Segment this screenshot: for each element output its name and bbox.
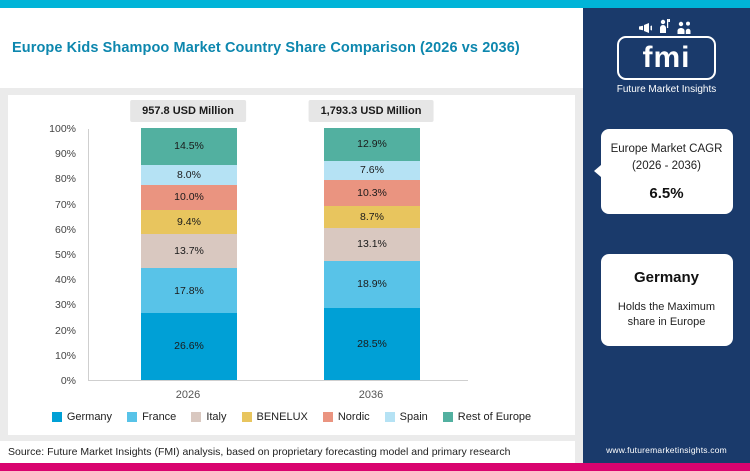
- legend: Germany France Italy BENELUX Nordic Spain Rest…: [8, 411, 575, 423]
- segment-value-label: 14.5%: [174, 140, 204, 153]
- legend-label: Rest of Europe: [457, 411, 532, 423]
- legend-item-benelux: BENELUX: [241, 411, 308, 423]
- legend-item-italy: Italy: [191, 411, 227, 423]
- y-tick-label: 10%: [54, 349, 76, 362]
- people-icon: [676, 21, 694, 34]
- spain-segment-2026: 8.0%: [141, 164, 237, 185]
- cagr-label-line1: Europe Market CAGR: [610, 143, 723, 155]
- y-tick-label: 50%: [54, 249, 76, 261]
- y-tick-label: 60%: [54, 223, 76, 236]
- highlight-country: Germany: [633, 268, 700, 286]
- bottom-accent-bar: [0, 463, 750, 471]
- logo-icons: [617, 18, 716, 34]
- italy-segment-2026: 13.7%: [141, 233, 237, 269]
- italy-segment-2036: 13.1%: [324, 227, 420, 261]
- megaphone-icon: [638, 22, 653, 34]
- segment-value-label: 13.1%: [357, 238, 387, 251]
- y-tick-label: 40%: [54, 274, 76, 287]
- y-tick-label: 20%: [54, 324, 76, 337]
- x-label-2036: 2036: [358, 389, 384, 401]
- legend-item-spain: Spain: [384, 411, 428, 423]
- cagr-label-line2: (2026 - 2036): [631, 160, 702, 173]
- cagr-value: 6.5%: [649, 184, 684, 202]
- fmi-logo-box: fmi: [616, 36, 717, 80]
- benelux-segment-2036: 8.7%: [324, 205, 420, 228]
- legend-swatch: [191, 412, 202, 422]
- germany-segment-2036: 28.5%: [324, 308, 420, 380]
- segment-value-label: 9.4%: [177, 215, 201, 228]
- segment-value-label: 13.7%: [174, 244, 204, 257]
- cagr-card: Europe Market CAGR (2026 - 2036) 6.5%: [593, 129, 733, 214]
- fmi-logo-text: fmi: [642, 41, 691, 74]
- segment-value-label: 28.5%: [357, 338, 387, 351]
- y-tick-label: 100%: [49, 123, 76, 135]
- source-note: Source: Future Market Insights (FMI) ana…: [0, 441, 575, 463]
- total-2036-badge: 1,793.3 USD Million: [308, 100, 434, 122]
- legend-label: France: [142, 411, 177, 423]
- rest-of-europe-segment-2036: 12.9%: [324, 128, 420, 161]
- segment-value-label: 26.6%: [174, 340, 204, 353]
- segment-value-label: 8.0%: [177, 168, 201, 181]
- segment-value-label: 12.9%: [357, 138, 387, 151]
- legend-item-rest-of-europe: Rest of Europe: [442, 411, 532, 423]
- y-tick-label: 0%: [60, 375, 76, 387]
- legend-label: Nordic: [337, 411, 370, 423]
- segment-value-label: 7.6%: [360, 164, 384, 177]
- nordic-segment-2026: 10.0%: [141, 184, 237, 210]
- brand-panel: fmi Future Market Insights Europe Market…: [583, 8, 750, 463]
- y-tick-label: 30%: [54, 299, 76, 312]
- france-segment-2026: 17.8%: [141, 268, 237, 313]
- total-2026-badge: 957.8 USD Million: [130, 100, 246, 122]
- highlight-card: Germany Holds the Maximum share in Europ…: [600, 253, 733, 347]
- spain-segment-2036: 7.6%: [324, 160, 420, 180]
- legend-swatch: [442, 412, 453, 422]
- segment-value-label: 10.3%: [357, 186, 387, 199]
- legend-swatch: [51, 412, 62, 422]
- y-tick-label: 90%: [54, 148, 76, 161]
- website-link[interactable]: www.futuremarketinsights.com: [606, 445, 727, 455]
- plot-area: 26.6% 17.8% 13.7% 9.4% 10.0% 8.0% 14.5% 28.5% 1…: [88, 128, 468, 381]
- legend-label: Spain: [399, 411, 428, 423]
- segment-value-label: 8.7%: [360, 210, 384, 223]
- segment-value-label: 17.8%: [174, 284, 204, 297]
- x-label-2026: 2026: [175, 389, 201, 401]
- legend-swatch: [384, 412, 395, 422]
- segment-value-label: 10.0%: [174, 191, 204, 204]
- y-tick-label: 80%: [54, 173, 76, 186]
- legend-item-france: France: [127, 411, 176, 423]
- top-accent-bar: [0, 0, 750, 8]
- legend-label: Germany: [66, 411, 113, 423]
- germany-segment-2026: 26.6%: [141, 312, 237, 380]
- fmi-logo: fmi Future Market Insights: [616, 18, 717, 95]
- legend-item-germany: Germany: [51, 411, 113, 423]
- highlight-subtitle: Holds the Maximum share in Europe: [617, 300, 716, 329]
- brand-name: Future Market Insights: [616, 84, 717, 95]
- person-flag-icon: [658, 19, 671, 34]
- bar-2036: 28.5% 18.9% 13.1% 8.7% 10.3% 7.6% 12.9%: [324, 128, 420, 380]
- legend-swatch: [241, 412, 252, 422]
- legend-swatch: [127, 412, 138, 422]
- legend-swatch: [322, 412, 333, 422]
- segment-value-label: 18.9%: [357, 278, 387, 291]
- france-segment-2036: 18.9%: [324, 260, 420, 309]
- y-tick-label: 70%: [54, 198, 76, 211]
- header: Europe Kids Shampoo Market Country Share…: [0, 8, 583, 88]
- legend-label: Italy: [206, 411, 227, 423]
- page-title: Europe Kids Shampoo Market Country Share…: [12, 40, 520, 56]
- chart-card: 957.8 USD Million 1,793.3 USD Million 0%…: [8, 95, 575, 435]
- rest-of-europe-segment-2026: 14.5%: [141, 128, 237, 165]
- main-column: Europe Kids Shampoo Market Country Share…: [0, 8, 583, 463]
- legend-item-nordic: Nordic: [322, 411, 370, 423]
- y-axis-ticks: 0% 10% 20% 30% 40% 50% 60% 70% 80% 90% 100%: [8, 123, 84, 387]
- nordic-segment-2036: 10.3%: [324, 179, 420, 206]
- bar-2026: 26.6% 17.8% 13.7% 9.4% 10.0% 8.0% 14.5%: [141, 128, 237, 380]
- benelux-segment-2026: 9.4%: [141, 209, 237, 234]
- legend-label: BENELUX: [256, 411, 308, 423]
